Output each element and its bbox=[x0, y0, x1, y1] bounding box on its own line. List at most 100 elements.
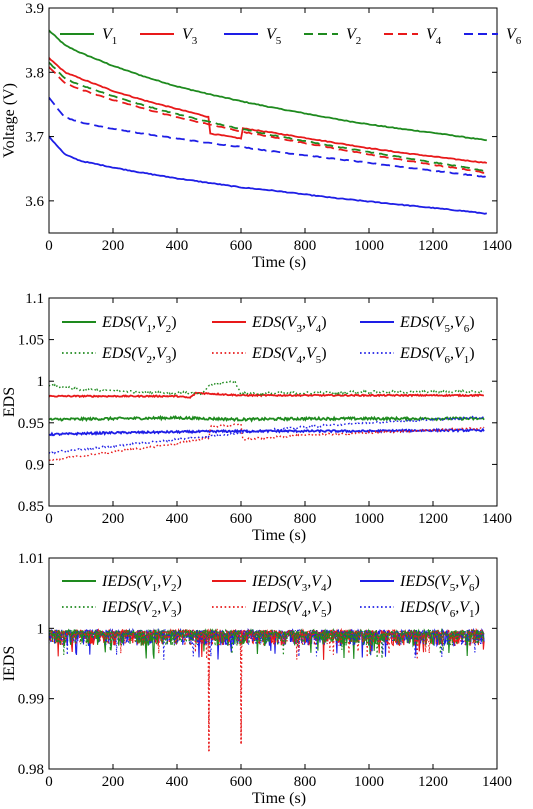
y-tick-label: 3.9 bbox=[25, 1, 44, 17]
legend-label: IEDS(V5,V6) bbox=[399, 573, 480, 594]
x-tick-label: 1000 bbox=[354, 238, 384, 254]
series-line-4 bbox=[49, 627, 485, 659]
legend-subscript-a: 4 bbox=[302, 608, 308, 620]
series-line-3 bbox=[49, 427, 485, 437]
legend-sep: ,V bbox=[307, 599, 323, 616]
legend-close: ) bbox=[475, 573, 480, 590]
plot-frame bbox=[48, 297, 498, 507]
x-tick-label: 800 bbox=[294, 774, 317, 790]
legend-fn: IEDS bbox=[251, 573, 287, 590]
legend-subscript-b: 4 bbox=[316, 323, 322, 335]
x-axis-label: Time (s) bbox=[252, 527, 306, 544]
legend-sep: ,V bbox=[302, 345, 318, 362]
x-tick-label: 400 bbox=[166, 511, 189, 527]
legend-subscript: 3 bbox=[192, 35, 198, 47]
y-axis-label: EDS bbox=[1, 387, 18, 417]
legend-symbol: V bbox=[266, 26, 278, 43]
legend-sep: ,V bbox=[455, 599, 471, 616]
plot-frame bbox=[48, 7, 498, 234]
legend-label: EDS(V2,V3) bbox=[101, 345, 177, 366]
legend-close: ) bbox=[327, 573, 332, 590]
legend-fn: IEDS bbox=[101, 573, 137, 590]
legend-label: V3 bbox=[182, 26, 198, 47]
series-line-5 bbox=[49, 423, 485, 462]
legend: IEDS(V1,V2) IEDS(V3,V4) IEDS(V5,V6)IEDS(V2… bbox=[62, 573, 480, 620]
legend-subscript-a: 5 bbox=[450, 582, 456, 594]
series-line-4 bbox=[49, 61, 488, 173]
x-tick-label: 1000 bbox=[354, 511, 384, 527]
x-tick-label: 0 bbox=[45, 774, 53, 790]
legend-fn: EDS bbox=[101, 314, 131, 331]
x-tick-label: 1200 bbox=[418, 238, 448, 254]
legend-sep: ,V bbox=[157, 599, 173, 616]
legend-subscript: 5 bbox=[276, 35, 282, 47]
x-tick-label: 1400 bbox=[482, 774, 512, 790]
legend-sep: ,V bbox=[152, 314, 168, 331]
x-tick-label: 0 bbox=[45, 511, 53, 527]
x-tick-label: 600 bbox=[230, 238, 253, 254]
legend-close: ) bbox=[321, 345, 326, 362]
legend-label: V1 bbox=[102, 26, 117, 47]
x-tick-label: 400 bbox=[166, 238, 189, 254]
x-tick-label: 600 bbox=[230, 511, 253, 527]
chart-panel-1: 0 200 400 600 800 1000 1200 1400 3.6 3.7 3.8 3.9 Tim… bbox=[1, 1, 522, 271]
legend-paren: (V bbox=[281, 345, 298, 362]
legend-sep: ,V bbox=[455, 573, 471, 590]
legend-fn: EDS bbox=[251, 345, 281, 362]
legend-subscript-b: 4 bbox=[321, 582, 327, 594]
legend-sep: ,V bbox=[450, 314, 466, 331]
y-tick-label: 3.8 bbox=[25, 65, 44, 81]
legend-fn: IEDS bbox=[101, 599, 137, 616]
legend-paren: (V bbox=[131, 314, 148, 331]
legend-subscript: 1 bbox=[112, 35, 118, 47]
legend-fn: EDS bbox=[399, 345, 429, 362]
y-axis-label: IEDS bbox=[1, 646, 18, 682]
legend-subscript-b: 6 bbox=[464, 323, 470, 335]
series-line-6 bbox=[49, 97, 488, 179]
legend-sep: ,V bbox=[450, 345, 466, 362]
legend-label: EDS(V6,V1) bbox=[399, 345, 475, 366]
legend-close: ) bbox=[475, 599, 480, 616]
y-tick-label: 1 bbox=[37, 374, 45, 390]
legend-label: EDS(V3,V4) bbox=[251, 314, 327, 335]
legend: V1 V3 V5 V2 V4 V6 bbox=[60, 26, 522, 47]
plot-frame bbox=[48, 557, 498, 770]
legend-close: ) bbox=[327, 599, 332, 616]
legend-paren: (V bbox=[435, 599, 452, 616]
series-line-4 bbox=[49, 378, 484, 397]
legend-subscript-b: 2 bbox=[166, 323, 172, 335]
x-tick-label: 1000 bbox=[354, 774, 384, 790]
series-line-5 bbox=[49, 66, 488, 175]
legend-label: EDS(V4,V5) bbox=[251, 345, 327, 366]
legend-subscript-a: 3 bbox=[296, 323, 302, 335]
x-tick-label: 1200 bbox=[418, 511, 448, 527]
legend-label: V6 bbox=[506, 26, 522, 47]
legend-paren: (V bbox=[287, 599, 304, 616]
y-tick-label: 1.01 bbox=[18, 551, 44, 567]
legend-subscript-b: 1 bbox=[464, 354, 470, 366]
y-tick-label: 0.85 bbox=[18, 499, 44, 515]
legend-paren: (V bbox=[435, 573, 452, 590]
legend-symbol: V bbox=[346, 26, 358, 43]
x-axis-label: Time (s) bbox=[252, 790, 306, 807]
x-tick-label: 800 bbox=[294, 511, 317, 527]
legend-close: ) bbox=[177, 573, 182, 590]
legend-label: V2 bbox=[346, 26, 361, 47]
x-tick-label: 1200 bbox=[418, 774, 448, 790]
y-tick-label: 0.9 bbox=[25, 457, 44, 473]
legend-label: V4 bbox=[426, 26, 442, 47]
x-tick-label: 600 bbox=[230, 774, 253, 790]
legend-subscript-a: 1 bbox=[146, 323, 152, 335]
legend-subscript-a: 5 bbox=[444, 323, 450, 335]
legend-fn: EDS bbox=[101, 345, 131, 362]
series-line-3 bbox=[49, 135, 488, 215]
y-tick-label: 0.99 bbox=[18, 692, 44, 708]
legend-paren: (V bbox=[429, 345, 446, 362]
legend-subscript-a: 1 bbox=[152, 582, 158, 594]
legend-close: ) bbox=[321, 314, 326, 331]
legend-label: IEDS(V1,V2) bbox=[101, 573, 182, 594]
y-tick-label: 0.95 bbox=[18, 416, 44, 432]
legend-paren: (V bbox=[429, 314, 446, 331]
x-tick-label: 200 bbox=[102, 511, 125, 527]
plot-area bbox=[49, 29, 488, 215]
